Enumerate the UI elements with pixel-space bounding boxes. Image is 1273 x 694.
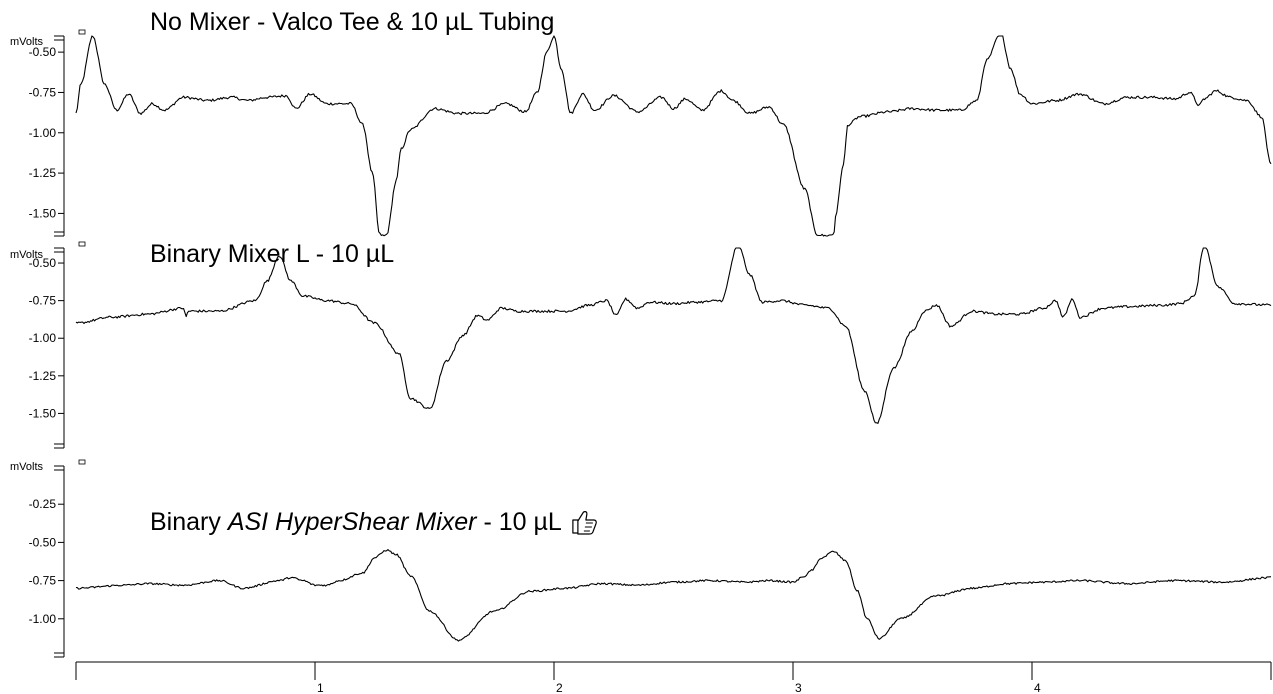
panel-title: Binary ASI HyperShear Mixer - 10 µL [150,508,562,536]
x-axis: 1 2 3 4 [75,661,1272,694]
series-line [75,247,1272,424]
x-tick-label: 2 [556,681,563,694]
series-line [75,35,1272,237]
panel-title: Binary Mixer L - 10 µL [150,240,394,268]
panel-marker [78,241,86,247]
y-tick-label: -1.25 [29,166,57,180]
panel-title-part: Binary [150,508,228,536]
panel-3: mVolts -0.25 -0.50 -0.75 -1.00 Binary ASI Hyp… [10,459,1272,658]
y-tick-label: -0.75 [29,574,57,588]
panel-title-part: Binary Mixer L - 10 µL [150,240,394,268]
x-tick-label: 4 [1034,681,1041,694]
x-tick-label: 3 [795,681,802,694]
y-tick-label: -0.50 [29,535,57,549]
y-tick-label: -0.75 [29,85,57,99]
y-unit-label: mVolts [10,36,44,48]
y-tick-label: -0.50 [29,45,57,59]
y-unit-label: mVolts [10,461,44,473]
y-tick-label: -1.00 [29,126,57,140]
y-tick-label: -1.00 [29,331,57,345]
y-tick-label: -0.75 [29,294,57,308]
panel-2: mVolts-0.50 -0.75 -1.00 -1.25 -1.50 Binary Mi… [10,240,1272,449]
panel-title: No Mixer - Valco Tee & 10 µL Tubing [150,8,554,36]
thumbs-up-icon [572,511,597,535]
panel-title-part: ASI HyperShear Mixer [226,508,478,536]
panel-1: mVolts-0.50 -0.75 -1.00 -1.25 -1.50 No Mixer … [10,8,1272,237]
x-tick-label: 1 [317,681,324,694]
y-tick-label: -1.25 [29,369,57,383]
panel-marker [78,459,86,465]
panel-title-part: - 10 µL [477,508,562,536]
panel-marker [78,29,86,35]
series-line [75,549,1272,642]
y-tick-label: -1.00 [29,612,57,626]
y-unit-label: mVolts [10,249,44,261]
y-tick-label: -0.25 [29,497,57,511]
y-tick-label: -1.50 [29,206,57,220]
y-tick-label: -0.50 [29,256,57,270]
y-tick-label: -1.50 [29,406,57,420]
panel-title-part: No Mixer - Valco Tee & 10 µL Tubing [150,8,554,36]
